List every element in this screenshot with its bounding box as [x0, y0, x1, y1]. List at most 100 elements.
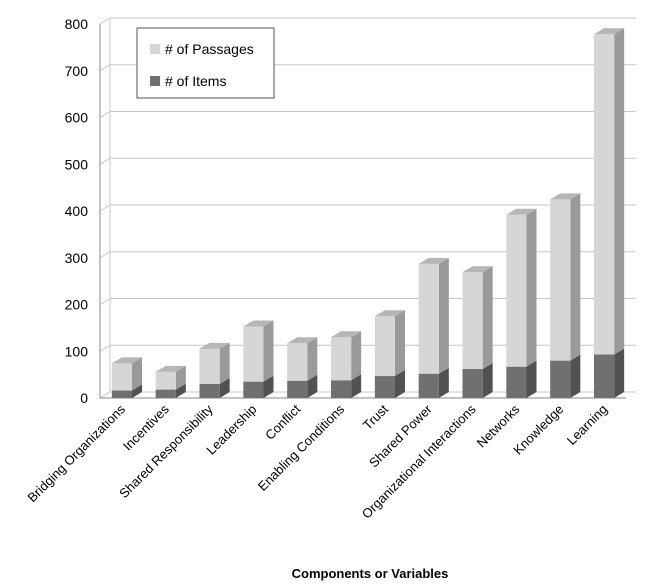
gridline-depth — [99, 204, 111, 212]
x-tick-label: Enabling Conditions — [255, 401, 348, 494]
bar-side-items — [614, 348, 625, 398]
gridline-depth — [99, 251, 111, 259]
x-tick-label: Bridging Organizations — [24, 401, 128, 505]
bar-items — [155, 389, 176, 398]
bar-items — [462, 369, 483, 398]
bar-passages — [550, 199, 571, 361]
x-tick-label: Learning — [564, 402, 610, 448]
legend-swatch-items — [150, 76, 160, 86]
legend-box — [136, 27, 275, 99]
bar-top — [287, 337, 318, 344]
bar-side-passages — [307, 337, 318, 381]
bar-items — [331, 380, 352, 398]
bar-top — [111, 357, 142, 364]
y-tick-label: 500 — [65, 156, 89, 172]
bar-passages — [287, 343, 308, 381]
bar-passages — [374, 316, 395, 377]
bar-group — [243, 320, 274, 398]
legend-label-items: # of Items — [165, 73, 226, 89]
bar-passages — [111, 363, 132, 391]
bar-items — [287, 380, 308, 398]
bar-side-passages — [614, 28, 625, 355]
y-tick-label: 100 — [65, 343, 89, 359]
y-tick-label: 0 — [80, 390, 88, 406]
bar-group — [374, 310, 405, 398]
gridline-depth — [99, 64, 111, 72]
y-tick-label: 600 — [65, 110, 89, 126]
bar-side-items — [263, 375, 274, 398]
x-tick-label: Trust — [360, 401, 391, 432]
legend-swatch-passages — [150, 44, 160, 54]
bar-passages — [462, 272, 483, 370]
bar-side-passages — [175, 365, 186, 390]
bar-side-passages — [482, 266, 493, 370]
bar-items — [594, 354, 615, 398]
bar-items — [550, 360, 571, 398]
bar-side-items — [351, 374, 362, 398]
bar-top — [462, 266, 493, 273]
y-tick-label: 400 — [65, 203, 89, 219]
bar-passages — [594, 34, 615, 355]
bar-passages — [199, 348, 220, 384]
bar-side-passages — [438, 257, 449, 374]
bar-side-passages — [570, 193, 581, 361]
bar-group — [506, 208, 537, 398]
legend-label-passages: # of Passages — [165, 41, 254, 57]
y-tick-label: 200 — [65, 297, 89, 313]
bar-items — [199, 383, 220, 398]
bar-passages — [243, 326, 264, 382]
bar-top — [331, 331, 362, 338]
y-tick-label: 300 — [65, 250, 89, 266]
bar-side-items — [526, 360, 537, 398]
bar-side-items — [175, 383, 186, 398]
bar-top — [550, 193, 581, 200]
legend: # of Passages # of Items — [136, 27, 275, 99]
bar-items — [374, 376, 395, 398]
x-axis-title: Components or Variables — [292, 566, 449, 581]
bar-top — [243, 320, 274, 327]
bar-side-items — [131, 384, 142, 398]
x-tick-label: Conflict — [262, 401, 304, 443]
bar-group — [550, 193, 581, 398]
bar-group — [111, 357, 142, 398]
gridline-depth — [99, 391, 111, 399]
bar-group — [331, 331, 362, 398]
bar-group — [155, 365, 186, 398]
bar-passages — [418, 263, 439, 374]
bar-group — [287, 337, 318, 398]
bar-side-passages — [219, 342, 230, 384]
bar-side-passages — [526, 208, 537, 367]
bar-top — [594, 28, 625, 35]
bar-top — [418, 257, 449, 264]
bar-top — [506, 208, 537, 215]
bar-passages — [331, 337, 352, 381]
bar-top — [374, 310, 405, 317]
bar-items — [506, 366, 527, 398]
bar-side-items — [482, 363, 493, 398]
bars — [111, 28, 625, 398]
bar-group — [594, 28, 625, 398]
bar-side-passages — [131, 357, 142, 391]
gridline-depth — [99, 157, 111, 165]
bar-side-passages — [394, 310, 405, 377]
gridline-depth — [99, 344, 111, 352]
gridlines — [99, 17, 636, 399]
bar-side-passages — [263, 320, 274, 382]
bar-group — [418, 257, 449, 398]
bar-group — [462, 266, 493, 398]
bar-group — [199, 342, 230, 398]
bar-side-items — [570, 354, 581, 398]
bar-side-items — [394, 370, 405, 398]
bar-passages — [506, 214, 527, 367]
bar-side-items — [307, 374, 318, 398]
bar-side-items — [438, 367, 449, 398]
bar-top — [199, 342, 230, 349]
bar-side-passages — [351, 331, 362, 381]
y-tick-label: 800 — [65, 16, 89, 32]
axes — [99, 18, 626, 399]
gridline-depth — [99, 17, 111, 25]
bar-items — [243, 381, 264, 398]
bar-side-items — [219, 377, 230, 398]
